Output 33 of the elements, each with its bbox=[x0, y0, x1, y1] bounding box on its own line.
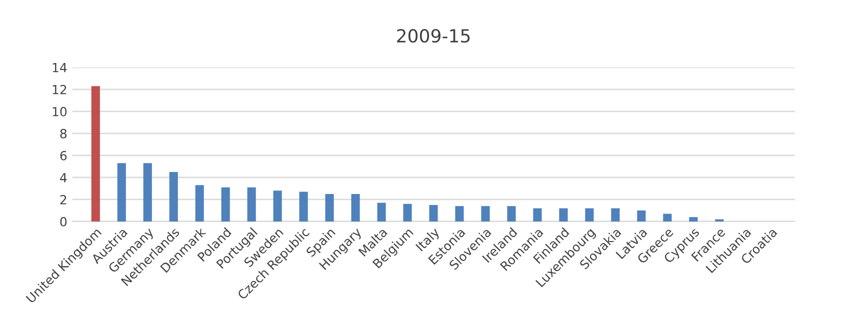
bar bbox=[611, 208, 620, 222]
bar bbox=[637, 210, 646, 222]
bar bbox=[585, 208, 594, 222]
bar bbox=[247, 187, 256, 222]
bar bbox=[559, 208, 568, 222]
bar bbox=[481, 206, 490, 222]
bar bbox=[429, 204, 438, 222]
y-tick-label: 6 bbox=[60, 150, 67, 160]
bar bbox=[507, 206, 516, 222]
y-tick-label: 8 bbox=[60, 128, 67, 138]
bar bbox=[91, 86, 100, 222]
bar bbox=[403, 204, 412, 222]
y-tick-label: 2 bbox=[60, 194, 66, 204]
bar bbox=[143, 163, 152, 222]
bar bbox=[273, 190, 282, 222]
bar bbox=[533, 208, 542, 222]
bar bbox=[169, 172, 178, 222]
bar bbox=[689, 217, 698, 222]
y-tick-label: 0 bbox=[60, 216, 67, 226]
bar bbox=[325, 194, 334, 222]
chart-title: 2009-15 bbox=[397, 29, 470, 43]
bar bbox=[455, 206, 464, 222]
bar bbox=[117, 163, 126, 222]
bar bbox=[195, 185, 204, 222]
bar bbox=[663, 214, 672, 222]
y-tick-label: 14 bbox=[52, 63, 67, 72]
y-tick-label: 10 bbox=[52, 106, 67, 116]
y-tick-label: 4 bbox=[60, 173, 67, 182]
bar bbox=[377, 202, 386, 222]
bar bbox=[351, 194, 360, 222]
bar bbox=[221, 187, 230, 222]
bar bbox=[299, 192, 308, 222]
y-tick-label: 12 bbox=[52, 84, 66, 94]
